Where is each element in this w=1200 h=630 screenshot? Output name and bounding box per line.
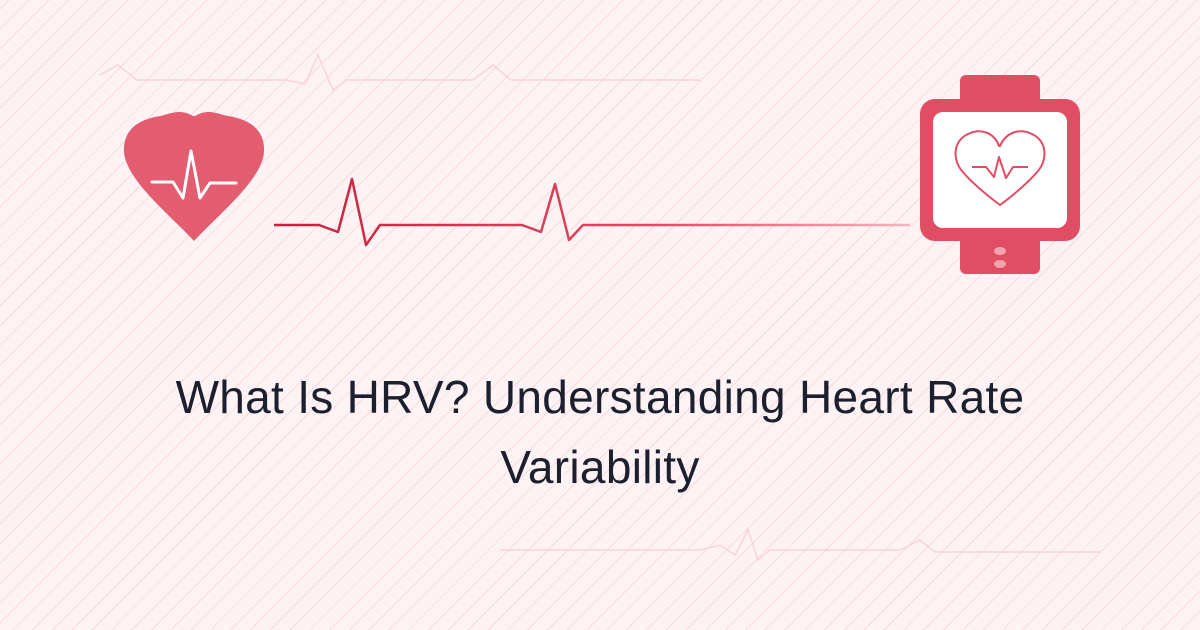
smartwatch-icon — [920, 75, 1080, 274]
heart-pulse-icon — [123, 111, 265, 241]
ecg-line — [274, 177, 910, 247]
background-ecg-bottom — [500, 528, 1100, 562]
page-title: What Is HRV? Understanding Heart Rate Va… — [175, 371, 1025, 493]
background-ecg-top — [99, 53, 700, 92]
